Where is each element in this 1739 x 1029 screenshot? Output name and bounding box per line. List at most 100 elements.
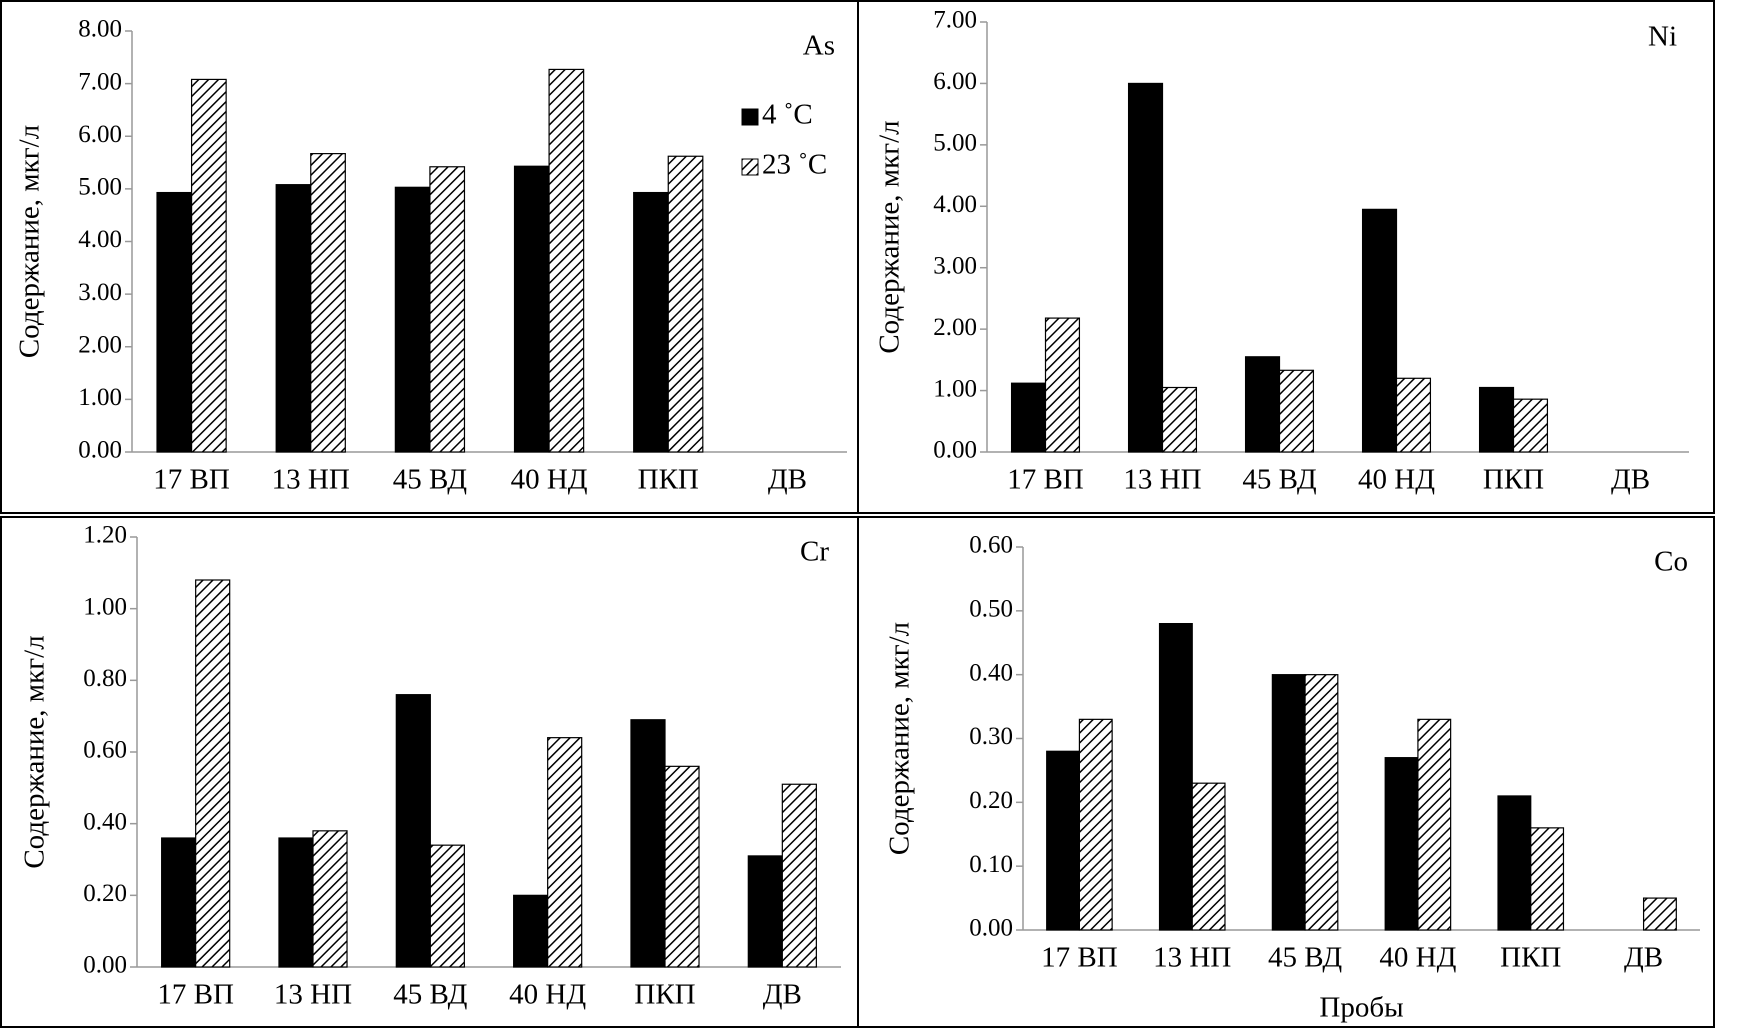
bar bbox=[429, 844, 465, 968]
bar bbox=[1271, 674, 1306, 931]
bar bbox=[395, 694, 431, 968]
bar bbox=[1417, 718, 1452, 931]
bar bbox=[1161, 386, 1198, 453]
x-tick-label: 17 ВП bbox=[153, 464, 230, 496]
x-tick-label: 40 НД bbox=[1379, 942, 1456, 974]
y-tick-label: 0.20 bbox=[83, 880, 127, 907]
y-axis-label: Содержание, мкг/л bbox=[19, 635, 51, 868]
x-tick-label: 17 ВП bbox=[1041, 942, 1118, 974]
chart-title: Cr bbox=[800, 536, 829, 568]
x-tick-label: ПКП bbox=[638, 464, 699, 496]
bar bbox=[630, 719, 666, 968]
y-axis-label: Содержание, мкг/л bbox=[884, 622, 916, 855]
bar bbox=[195, 579, 231, 968]
y-tick-label: 0.30 bbox=[969, 723, 1013, 750]
legend-label: 4 ˚C bbox=[762, 99, 813, 131]
x-tick-label: 13 НП bbox=[274, 979, 352, 1011]
y-tick-label: 8.00 bbox=[78, 16, 122, 43]
bar bbox=[429, 166, 466, 453]
bar bbox=[513, 894, 549, 968]
x-tick-label: 40 НД bbox=[509, 979, 586, 1011]
bar bbox=[1278, 369, 1315, 453]
bar bbox=[1512, 398, 1549, 453]
bar bbox=[1478, 386, 1515, 453]
y-tick-label: 0.50 bbox=[969, 596, 1013, 623]
y-tick-label: 0.80 bbox=[83, 665, 127, 692]
x-tick-label: ПКП bbox=[634, 979, 695, 1011]
y-tick-label: 3.00 bbox=[78, 279, 122, 306]
chart-title: Ni bbox=[1648, 21, 1677, 53]
x-tick-label: ДВ bbox=[1611, 464, 1650, 496]
y-tick-label: 0.00 bbox=[78, 437, 122, 464]
bar bbox=[1530, 827, 1565, 931]
panel-border bbox=[857, 516, 1715, 1028]
bar bbox=[1191, 782, 1226, 931]
y-tick-label: 0.10 bbox=[969, 851, 1013, 878]
x-tick-label: 13 НП bbox=[1123, 464, 1201, 496]
bar bbox=[664, 765, 700, 968]
y-tick-label: 6.00 bbox=[78, 121, 122, 148]
bar bbox=[513, 165, 550, 453]
bar bbox=[1642, 897, 1677, 931]
x-axis-label: Пробы bbox=[1319, 992, 1403, 1024]
x-tick-label: 45 ВД bbox=[1242, 464, 1316, 496]
y-tick-label: 3.00 bbox=[933, 252, 977, 279]
y-tick-label: 7.00 bbox=[933, 7, 977, 34]
y-tick-label: 4.00 bbox=[78, 226, 122, 253]
y-tick-label: 1.00 bbox=[78, 384, 122, 411]
y-tick-label: 0.20 bbox=[969, 787, 1013, 814]
y-tick-label: 2.00 bbox=[933, 314, 977, 341]
bar bbox=[633, 191, 669, 453]
y-tick-label: 5.00 bbox=[78, 174, 122, 201]
bar bbox=[547, 737, 583, 968]
legend-swatch bbox=[741, 158, 759, 176]
x-tick-label: ДВ bbox=[1624, 942, 1663, 974]
y-axis-label: Содержание, мкг/л bbox=[874, 120, 906, 353]
bar bbox=[548, 68, 585, 453]
bar bbox=[312, 830, 348, 968]
bar bbox=[1497, 795, 1532, 931]
panel-border bbox=[857, 0, 1715, 514]
y-tick-label: 0.00 bbox=[933, 437, 977, 464]
bar bbox=[394, 186, 431, 453]
bar bbox=[1127, 82, 1164, 453]
bar bbox=[1244, 356, 1281, 453]
x-tick-label: ПКП bbox=[1500, 942, 1561, 974]
x-tick-label: ПКП bbox=[1483, 464, 1544, 496]
y-tick-label: 4.00 bbox=[933, 191, 977, 218]
bar bbox=[781, 783, 817, 968]
y-tick-label: 0.60 bbox=[83, 737, 127, 764]
y-tick-label: 7.00 bbox=[78, 68, 122, 95]
y-tick-label: 1.00 bbox=[83, 593, 127, 620]
bar bbox=[1046, 750, 1081, 931]
y-tick-label: 5.00 bbox=[933, 130, 977, 157]
legend-label: 23 ˚C bbox=[762, 149, 827, 181]
x-tick-label: 45 ВД bbox=[393, 464, 467, 496]
bar bbox=[161, 837, 197, 968]
bar bbox=[1010, 382, 1047, 453]
x-tick-label: 45 ВД bbox=[393, 979, 467, 1011]
bar bbox=[275, 184, 312, 453]
x-tick-label: 40 НД bbox=[1358, 464, 1435, 496]
y-tick-label: 0.60 bbox=[969, 532, 1013, 559]
x-tick-label: 17 ВП bbox=[157, 979, 234, 1011]
bar bbox=[310, 153, 346, 453]
chart-title: As bbox=[803, 30, 835, 62]
y-tick-label: 1.00 bbox=[933, 375, 977, 402]
bar bbox=[747, 855, 783, 968]
chart-title: Co bbox=[1654, 546, 1688, 578]
bar bbox=[156, 191, 193, 453]
x-tick-label: 13 НП bbox=[1153, 942, 1231, 974]
x-tick-label: ДВ bbox=[768, 464, 807, 496]
bar bbox=[1361, 208, 1398, 453]
y-axis-label: Содержание, мкг/л bbox=[14, 125, 46, 358]
bar bbox=[1384, 757, 1419, 931]
legend-swatch bbox=[741, 108, 759, 126]
y-tick-label: 2.00 bbox=[78, 331, 122, 358]
y-tick-label: 0.00 bbox=[83, 952, 127, 979]
y-tick-label: 6.00 bbox=[933, 68, 977, 95]
bar bbox=[1304, 674, 1339, 931]
bar bbox=[667, 155, 704, 453]
